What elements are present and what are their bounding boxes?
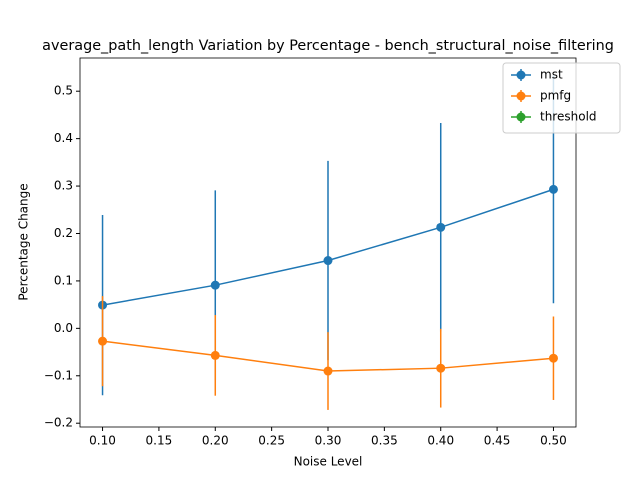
y-tick-label: 0.3 [54,179,73,193]
point [210,280,220,290]
legend-label: pmfg [540,89,571,103]
point [436,222,446,232]
legend-label: threshold [540,110,597,124]
x-axis-label: Noise Level [294,455,363,469]
x-tick-label: 0.45 [484,434,511,448]
y-tick-label: 0.1 [54,273,73,287]
x-tick-label: 0.30 [315,434,342,448]
point [323,366,333,376]
point [548,184,558,194]
x-tick-label: 0.10 [89,434,116,448]
y-tick-label: −0.1 [44,368,73,382]
point [98,336,108,346]
x-tick-label: 0.35 [371,434,398,448]
legend-marker [516,112,526,122]
y-tick-label: −0.2 [44,416,73,430]
point [323,256,333,266]
y-tick-label: 0.0 [54,321,73,335]
legend-marker [516,70,526,80]
y-tick-label: 0.4 [54,131,73,145]
x-tick-label: 0.40 [427,434,454,448]
legend-box [502,62,621,134]
y-axis-label: Percentage Change [17,183,31,300]
axes-frame [79,57,577,428]
chart-title: average_path_length Variation by Percent… [42,38,614,54]
point [548,353,558,363]
x-tick-label: 0.20 [202,434,229,448]
x-tick-label: 0.15 [146,434,173,448]
legend-marker [516,91,526,101]
x-tick-label: 0.25 [258,434,285,448]
y-tick-label: 0.2 [54,226,73,240]
point [436,363,446,373]
y-tick-label: 0.5 [54,84,73,98]
x-tick-label: 0.50 [540,434,567,448]
point [210,350,220,360]
legend-label: mst [540,68,563,82]
